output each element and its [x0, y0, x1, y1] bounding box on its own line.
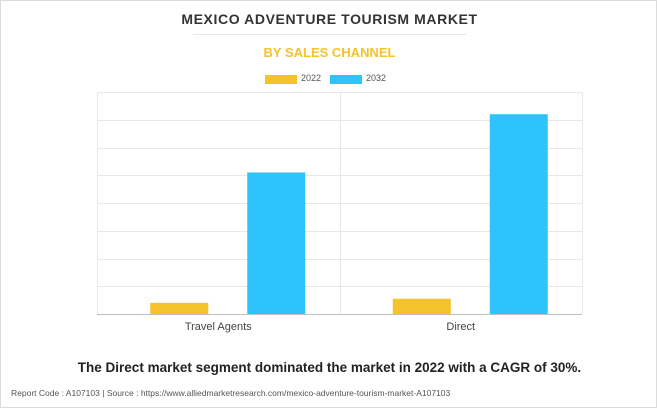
bar-chart: Travel Agents Direct	[97, 92, 583, 333]
chart-headline: The Direct market segment dominated the …	[77, 360, 582, 375]
legend-swatch-2022	[265, 75, 297, 84]
legend-swatch-2032	[330, 75, 362, 84]
legend-label-2032: 2032	[366, 73, 387, 83]
x-tick-label: Direct	[446, 321, 475, 333]
report-footer: Report Code : A107103 | Source : https:/…	[11, 388, 450, 398]
legend-label-2022: 2022	[301, 73, 322, 83]
chart-title: MEXICO ADVENTURE TOURISM MARKET	[181, 11, 478, 27]
chart-subtitle: BY SALES CHANNEL	[263, 45, 396, 60]
footer-separator: |	[102, 388, 105, 398]
bar-2022-direct	[392, 298, 451, 314]
x-tick-label: Travel Agents	[185, 321, 252, 333]
bar-2032-direct	[489, 114, 548, 314]
bar-2032-travel-agents	[247, 172, 306, 314]
report-code: Report Code : A107103	[11, 388, 100, 398]
title-divider	[193, 34, 466, 35]
chart-legend: 2022 2032	[1, 72, 657, 86]
report-source: Source : https://www.alliedmarketresearc…	[106, 388, 451, 398]
bar-2022-travel-agents	[150, 302, 209, 314]
